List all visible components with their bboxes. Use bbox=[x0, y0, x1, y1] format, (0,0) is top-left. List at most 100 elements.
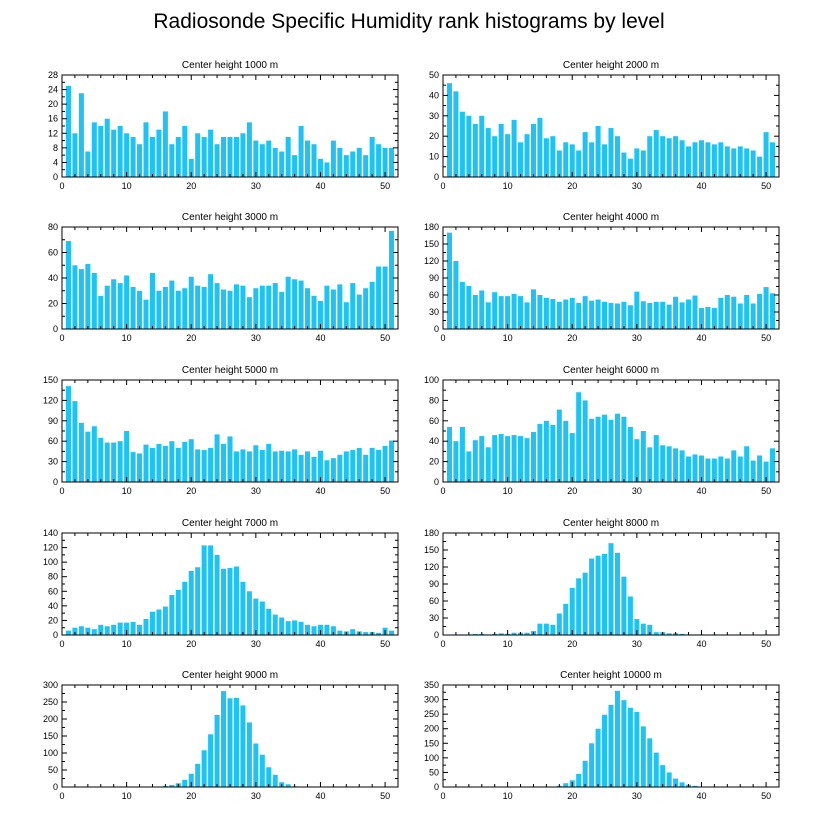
x-tick-label: 10 bbox=[122, 181, 132, 191]
y-tick-label: 0 bbox=[434, 324, 439, 334]
bar bbox=[221, 289, 227, 329]
bar bbox=[143, 444, 149, 482]
bar bbox=[589, 142, 595, 177]
bar bbox=[744, 446, 750, 482]
y-tick-label: 120 bbox=[424, 562, 439, 572]
bar bbox=[731, 296, 737, 329]
bar bbox=[686, 146, 692, 177]
bar bbox=[201, 136, 207, 177]
y-tick-label: 0 bbox=[434, 172, 439, 182]
y-tick-label: 0 bbox=[53, 630, 58, 640]
bar bbox=[98, 437, 104, 482]
y-tick-label: 8 bbox=[53, 143, 58, 153]
bar bbox=[485, 302, 491, 329]
bar bbox=[72, 627, 78, 635]
x-tick-label: 30 bbox=[632, 181, 642, 191]
bar bbox=[363, 288, 369, 329]
bar bbox=[556, 301, 562, 329]
bar bbox=[272, 614, 278, 635]
bar bbox=[679, 450, 685, 482]
x-tick-label: 30 bbox=[251, 639, 261, 649]
bar bbox=[214, 554, 220, 635]
bar bbox=[266, 767, 272, 787]
bar bbox=[556, 150, 562, 177]
bar bbox=[169, 594, 175, 635]
bar bbox=[130, 621, 136, 635]
y-tick-label: 90 bbox=[429, 273, 439, 283]
bar bbox=[246, 122, 252, 177]
bar bbox=[240, 285, 246, 329]
bar bbox=[634, 148, 640, 177]
bar bbox=[85, 263, 91, 329]
x-tick-label: 40 bbox=[315, 486, 325, 496]
bar bbox=[660, 301, 666, 329]
bar bbox=[608, 128, 614, 177]
bar bbox=[389, 230, 395, 329]
bar bbox=[305, 624, 311, 635]
bar bbox=[240, 449, 246, 482]
bar bbox=[614, 413, 620, 482]
bar bbox=[472, 633, 478, 635]
bar bbox=[85, 431, 91, 482]
y-tick-label: 24 bbox=[48, 85, 58, 95]
y-tick-label: 180 bbox=[424, 222, 439, 232]
bar bbox=[692, 785, 698, 787]
bar bbox=[72, 133, 78, 177]
bar bbox=[233, 566, 239, 635]
bar bbox=[221, 568, 227, 635]
bar bbox=[692, 454, 698, 482]
y-tick-label: 20 bbox=[429, 131, 439, 141]
bar bbox=[369, 281, 375, 329]
bar bbox=[305, 288, 311, 329]
bar bbox=[724, 146, 730, 177]
bar bbox=[614, 690, 620, 787]
bar bbox=[550, 424, 556, 482]
bar bbox=[169, 784, 175, 787]
bar bbox=[660, 136, 666, 177]
y-tick-label: 100 bbox=[424, 375, 439, 385]
bar bbox=[175, 589, 181, 635]
x-tick-label: 20 bbox=[186, 181, 196, 191]
x-tick-label: 30 bbox=[632, 486, 642, 496]
bar bbox=[543, 138, 549, 177]
bar bbox=[149, 448, 155, 482]
bar bbox=[686, 456, 692, 482]
x-tick-label: 0 bbox=[440, 181, 445, 191]
bar bbox=[227, 436, 233, 482]
bar bbox=[770, 293, 776, 329]
bar bbox=[382, 445, 388, 482]
bar bbox=[124, 431, 130, 482]
y-tick-label: 300 bbox=[424, 695, 439, 705]
bar bbox=[98, 624, 104, 635]
x-tick-label: 50 bbox=[380, 639, 390, 649]
x-tick-label: 10 bbox=[122, 791, 132, 801]
bar bbox=[543, 297, 549, 329]
bar bbox=[653, 632, 659, 635]
x-tick-label: 10 bbox=[122, 333, 132, 343]
bar bbox=[227, 567, 233, 635]
x-tick-label: 30 bbox=[632, 333, 642, 343]
bar bbox=[569, 433, 575, 482]
bar bbox=[208, 734, 214, 787]
bar bbox=[757, 293, 763, 329]
bar bbox=[356, 294, 362, 329]
bar bbox=[737, 456, 743, 482]
bar bbox=[724, 295, 730, 329]
bar bbox=[65, 630, 71, 635]
bar bbox=[485, 128, 491, 177]
bar bbox=[182, 126, 188, 177]
y-tick-label: 180 bbox=[424, 528, 439, 538]
y-tick-label: 60 bbox=[48, 436, 58, 446]
chart-panel-9: Center height 9000 m 0 10 20 30 40 50 0 50 100 150… bbox=[43, 670, 399, 801]
bar bbox=[550, 136, 556, 177]
bar bbox=[298, 454, 304, 482]
bar bbox=[498, 633, 504, 635]
bar bbox=[124, 275, 130, 329]
bar bbox=[91, 426, 97, 482]
y-tick-label: 120 bbox=[424, 256, 439, 266]
bar bbox=[130, 452, 136, 482]
y-tick-label: 200 bbox=[43, 714, 58, 724]
x-tick-label: 40 bbox=[315, 791, 325, 801]
bar bbox=[169, 144, 175, 177]
bar bbox=[621, 700, 627, 787]
